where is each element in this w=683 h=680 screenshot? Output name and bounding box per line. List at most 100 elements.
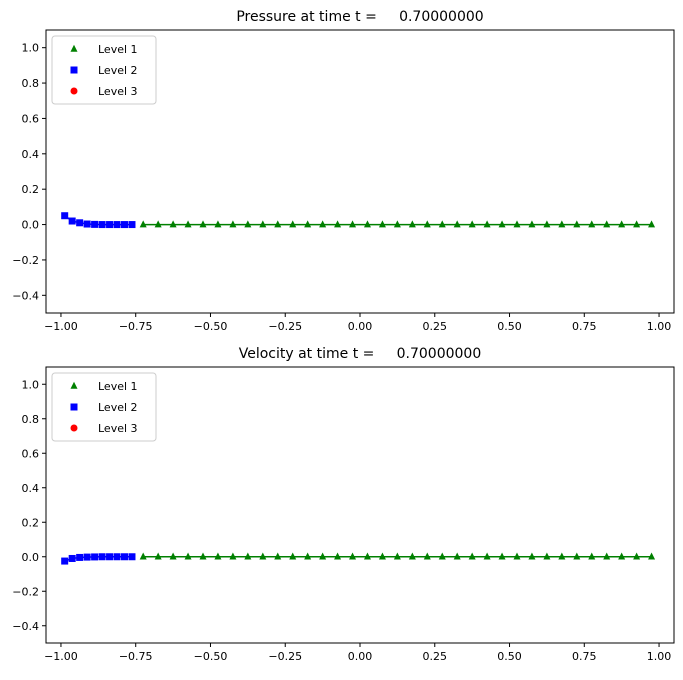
data-point (244, 552, 252, 560)
y-tick-label: −0.2 (12, 585, 39, 598)
x-tick-label: −0.50 (194, 320, 228, 333)
legend-box (51, 35, 157, 105)
data-point (214, 552, 222, 560)
data-point (128, 553, 136, 561)
y-tick-label: 1.0 (22, 42, 40, 55)
data-point (113, 221, 121, 229)
data-point (169, 552, 177, 560)
series-level-2 (61, 212, 136, 229)
series-line (64, 556, 132, 562)
data-point (214, 220, 222, 228)
legend-label: Level 1 (98, 43, 138, 56)
y-tick-label: 0.8 (22, 413, 40, 426)
data-point (468, 220, 476, 228)
data-point (121, 221, 128, 229)
y-tick-label: 1.0 (22, 378, 40, 391)
data-point (199, 220, 207, 228)
data-point (513, 552, 521, 560)
data-point (83, 553, 91, 561)
data-point (83, 220, 91, 228)
y-tick-label: −0.2 (12, 254, 39, 267)
y-tick-label: −0.4 (12, 289, 39, 302)
x-tick-label: −0.75 (119, 650, 153, 663)
data-point (618, 552, 626, 560)
x-tick-label: 1.00 (647, 320, 672, 333)
y-tick-label: 0.6 (22, 112, 40, 125)
data-point (68, 554, 76, 562)
data-point (633, 220, 641, 228)
data-point (106, 221, 114, 229)
x-tick-label: 0.25 (423, 320, 448, 333)
data-point (113, 553, 121, 561)
data-point (393, 552, 401, 560)
data-point (603, 220, 611, 228)
y-tick-label: 0.4 (22, 482, 40, 495)
y-tick-label: 0.8 (22, 77, 40, 90)
data-point (498, 220, 506, 228)
data-point (453, 552, 461, 560)
data-point (393, 220, 401, 228)
y-tick-label: 0.0 (22, 219, 40, 232)
x-tick-label: 0.00 (348, 650, 373, 663)
y-tick-label: −0.4 (12, 620, 39, 633)
data-point (91, 220, 99, 228)
data-point (289, 220, 297, 228)
data-point (274, 552, 282, 560)
data-point (184, 220, 192, 228)
x-tick-label: 0.50 (497, 320, 522, 333)
data-point (61, 557, 69, 565)
data-point (334, 552, 342, 560)
data-point (61, 212, 69, 220)
subplot-1: Pressure at time t = 0.70000000 −1.00 −0.7… (12, 9, 675, 333)
data-point (244, 220, 252, 228)
data-point (229, 552, 237, 560)
data-point (528, 552, 536, 560)
x-tick-label: 1.00 (647, 650, 672, 663)
data-point (453, 220, 461, 228)
data-point (274, 220, 282, 228)
data-point (603, 552, 611, 560)
legend-label: Level 2 (98, 401, 138, 414)
data-point (528, 220, 536, 228)
data-point (334, 220, 342, 228)
data-point (154, 220, 162, 228)
y-tick-label: 0.6 (22, 447, 40, 460)
legend-marker (70, 87, 78, 95)
legend-label: Level 2 (98, 64, 138, 77)
series-level-1 (139, 552, 656, 560)
y-tick-label: 0.0 (22, 551, 40, 564)
data-point (588, 220, 596, 228)
data-point (68, 217, 76, 225)
data-point (349, 552, 357, 560)
data-point (408, 220, 416, 228)
data-point (169, 220, 177, 228)
subplot-2: Velocity at time t = 0.70000000 −1.00 −0.7… (12, 346, 675, 663)
legend-box (51, 372, 157, 442)
x-tick-label: 0.25 (423, 650, 448, 663)
legend: Level 1 Level 2 Level 3 (51, 372, 157, 442)
data-point (76, 553, 84, 561)
data-point (184, 552, 192, 560)
data-point (91, 553, 99, 561)
data-point (128, 221, 136, 229)
x-tick-label: −0.25 (268, 650, 302, 663)
data-point (483, 552, 491, 560)
data-point (363, 552, 371, 560)
data-point (98, 553, 106, 561)
data-point (483, 220, 491, 228)
series-level-2 (61, 553, 136, 565)
data-point (121, 553, 128, 561)
legend-label: Level 3 (98, 85, 138, 98)
data-point (498, 552, 506, 560)
legend-label: Level 3 (98, 422, 138, 435)
legend-marker (70, 66, 78, 74)
data-point (468, 552, 476, 560)
data-point (438, 552, 446, 560)
data-point (513, 220, 521, 228)
legend-label: Level 1 (98, 380, 138, 393)
data-point (289, 552, 297, 560)
data-point (139, 552, 147, 560)
data-point (588, 552, 596, 560)
plot-title: Velocity at time t = 0.70000000 (239, 346, 482, 362)
